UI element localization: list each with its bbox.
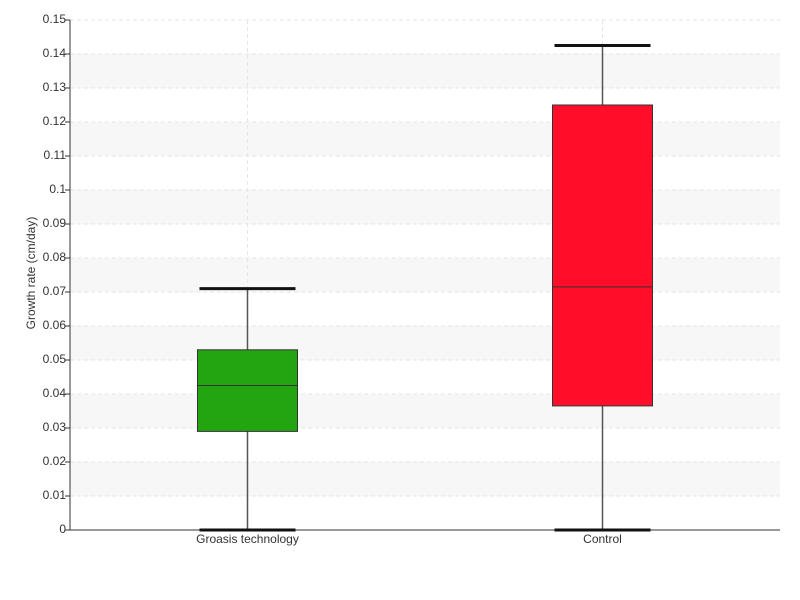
- grid-band: [70, 394, 780, 428]
- grid-band: [70, 54, 780, 88]
- grid-band: [70, 462, 780, 496]
- y-tick-label: 0.14: [43, 46, 67, 60]
- y-tick-label: 0.1: [49, 182, 66, 196]
- y-tick-label: 0.02: [43, 454, 67, 468]
- y-tick-label: 0.12: [43, 114, 67, 128]
- y-tick-label: 0.13: [43, 80, 67, 94]
- y-tick-label: 0.09: [43, 216, 67, 230]
- grid-band: [70, 258, 780, 292]
- y-tick-label: 0.05: [43, 352, 67, 366]
- grid-band: [70, 326, 780, 360]
- y-tick-label: 0.01: [43, 488, 67, 502]
- y-tick-label: 0.08: [43, 250, 67, 264]
- y-tick-label: 0: [59, 522, 66, 536]
- grid-band: [70, 190, 780, 224]
- y-tick-label: 0.06: [43, 318, 67, 332]
- y-tick-label: 0.04: [43, 386, 67, 400]
- x-tick-label: Groasis technology: [196, 532, 299, 546]
- y-tick-label: 0.03: [43, 420, 67, 434]
- y-tick-label: 0.07: [43, 284, 67, 298]
- box: [197, 349, 298, 432]
- box: [552, 104, 653, 407]
- grid-band: [70, 122, 780, 156]
- y-tick-label: 0.11: [44, 148, 67, 162]
- y-axis-label: Growth rate (cm/day): [24, 217, 38, 330]
- x-tick-label: Control: [583, 532, 622, 546]
- y-tick-label: 0.15: [43, 12, 67, 26]
